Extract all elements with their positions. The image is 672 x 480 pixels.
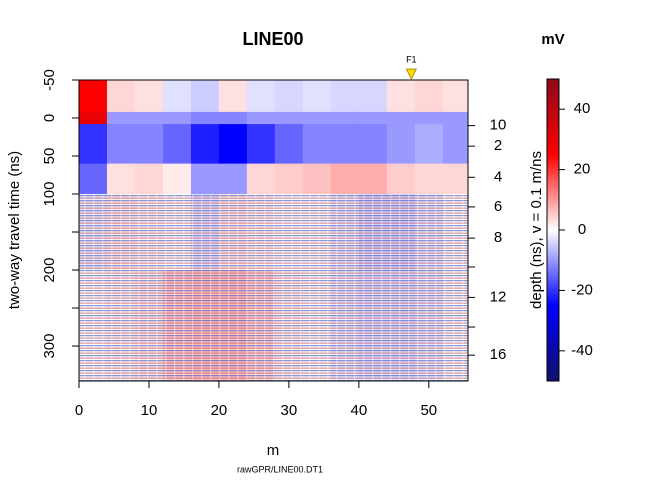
heatmap-cell [246,80,276,113]
heatmap-cell [414,163,444,195]
colorbar-title: mV [541,31,564,48]
colorbar-tick-label: 0 [578,221,586,238]
y2-tick-label: 2 [494,137,502,154]
heatmap-cell [106,163,136,195]
heatmap-cell [330,163,360,195]
heatmap-cell [134,80,164,113]
y2-tick-label: 10 [490,117,507,134]
x-tick-label: 20 [211,402,228,419]
fiducial-label: F1 [406,54,417,64]
heatmap-cell [246,124,276,165]
heatmap-cell [442,80,469,113]
heatmap-cell [414,111,444,125]
heatmap-cell [79,80,108,113]
heatmap-cell [106,111,136,125]
heatmap-cell [442,124,469,165]
y-tick-label: -50 [41,69,58,91]
heatmap-cell [246,111,276,125]
heatmap-cell [414,80,444,113]
heatmap-cell [218,111,248,125]
y2-tick-label: 16 [490,346,507,363]
heatmap-cell [218,163,248,195]
heatmap-cell [302,163,332,195]
heatmap-cell [106,80,136,113]
heatmap-cell [386,111,416,125]
heatmap-cell [106,124,136,165]
caption: rawGPR/LINE00.DT1 [237,464,323,474]
heatmap-cell [358,163,388,195]
y2-tick-label: 4 [494,168,502,185]
y-tick-label: 200 [41,258,58,283]
heatmap-cell [414,124,444,165]
y-tick-label: 50 [41,148,58,165]
heatmap-cell [442,163,469,195]
noise-texture [79,194,468,381]
heatmap-cell [302,80,332,113]
heatmap-cell [274,111,304,125]
heatmap-cell [274,163,304,195]
heatmap-cell [386,163,416,195]
x-tick-label: 10 [141,402,158,419]
colorbar-tick-label: 20 [574,161,591,178]
heatmap-cell [358,80,388,113]
heatmap-cell [442,111,469,125]
heatmap-cell [162,80,192,113]
y-axis-label: two-way travel time (ns) [6,151,23,309]
x-tick-label: 30 [281,402,298,419]
x-axis-label: m [267,442,280,459]
heatmap-cell [274,124,304,165]
y2-tick-label: 8 [494,229,502,246]
heatmap-cell [190,163,220,195]
chart-title: LINE00 [242,29,303,49]
y-tick-label: 100 [41,181,58,206]
heatmap-cell [134,111,164,125]
y-tick-label: 0 [41,114,58,122]
heatmap-cell [330,111,360,125]
colorbar-tick-label: -40 [571,342,593,359]
colorbar-tick-label: -20 [571,281,593,298]
colorbar-tick-label: 40 [574,100,591,117]
y-tick-label: 300 [41,334,58,359]
heatmap-cell [134,124,164,165]
heatmap-cell [302,111,332,125]
colorbar [546,78,560,382]
x-tick-label: 0 [75,402,83,419]
x-tick-label: 40 [351,402,368,419]
heatmap-cell [190,124,220,165]
heatmap-cell [79,124,108,165]
y2-tick-label: 6 [494,198,502,215]
heatmap-cell [358,124,388,165]
y2-tick-label: 12 [490,288,507,305]
heatmap-cell [246,163,276,195]
heatmap-cell [330,80,360,113]
heatmap-cell [330,124,360,165]
heatmap-cell [190,80,220,113]
heatmap-cell [218,124,248,165]
heatmap-cell [162,163,192,195]
heatmap-cell [218,80,248,113]
heatmap-cell [79,111,108,125]
heatmap-cell [79,163,108,195]
y2-axis-label: depth (ns), v = 0.1 m/ns [528,151,545,309]
heatmap-cell [386,124,416,165]
heatmap-cell [274,80,304,113]
heatmap-cell [358,111,388,125]
x-tick-label: 50 [420,402,437,419]
heatmap-cell [162,124,192,165]
heatmap-cell [386,80,416,113]
heatmap-cell [190,111,220,125]
plot-frame [78,79,469,382]
heatmap-cell [134,163,164,195]
heatmap-cell [302,124,332,165]
fiducial-marker [405,68,417,80]
heatmap-cell [162,111,192,125]
